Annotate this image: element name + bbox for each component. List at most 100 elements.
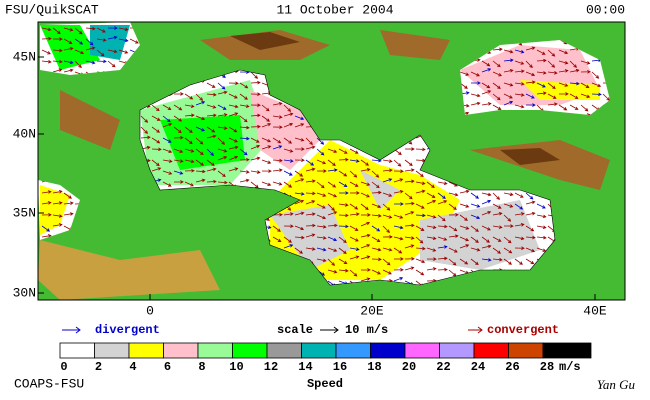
wind-arrow xyxy=(492,212,503,216)
wind-arrow xyxy=(525,80,536,85)
wind-arrow xyxy=(448,192,459,197)
wind-arrow xyxy=(316,169,327,173)
colorbar-tick-label: 10 xyxy=(229,360,243,374)
wind-arrow xyxy=(239,136,250,141)
color-swatch xyxy=(404,342,440,359)
wind-arrow xyxy=(382,178,393,183)
wind-arrow xyxy=(492,225,503,229)
wind-arrow xyxy=(349,148,359,154)
wind-arrow xyxy=(426,257,437,261)
wind-arrow xyxy=(250,113,261,118)
wind-arrow xyxy=(437,181,448,186)
lon-label: 20E xyxy=(360,303,384,318)
wind-arrow xyxy=(382,269,392,275)
wind-arrow xyxy=(217,82,226,90)
wind-arrow xyxy=(525,192,534,200)
wind-arrow xyxy=(481,82,491,89)
date: 11 October 2004 xyxy=(276,2,393,17)
wind-arrow xyxy=(437,224,448,229)
wind-arrow xyxy=(217,156,228,161)
wind-arrow xyxy=(360,233,371,238)
wind-arrow xyxy=(382,258,391,266)
wind-arrow xyxy=(283,148,294,153)
color-swatch xyxy=(335,342,371,359)
wind-arrow xyxy=(470,101,481,106)
wind-arrow xyxy=(525,211,536,216)
wind-arrow xyxy=(514,203,524,210)
wind-arrow xyxy=(371,170,380,178)
wind-arrow xyxy=(338,213,349,218)
wind-arrow xyxy=(85,60,96,65)
wind-arrow xyxy=(536,203,546,209)
arrow-icon xyxy=(62,326,81,334)
wind-arrow xyxy=(173,104,183,111)
wind-arrow xyxy=(217,180,228,185)
wind-arrow xyxy=(470,203,481,208)
wind-arrow xyxy=(316,203,326,209)
wind-arrow xyxy=(74,27,83,35)
colorbar-tick-label: 16 xyxy=(333,360,347,374)
wind-arrow xyxy=(162,122,173,128)
wind-arrow xyxy=(151,115,161,121)
wind-arrow xyxy=(481,225,491,231)
wind-arrow xyxy=(349,255,360,260)
wind-arrow xyxy=(250,71,259,79)
wind-arrow xyxy=(52,27,61,35)
wind-arrow xyxy=(41,49,51,55)
wind-arrow xyxy=(129,38,139,44)
wind-arrow xyxy=(349,236,359,242)
arrow-icon xyxy=(468,326,483,334)
wind-arrow xyxy=(525,60,533,69)
wind-arrow xyxy=(173,159,184,163)
wind-arrow xyxy=(195,169,206,174)
color-swatch xyxy=(473,342,509,359)
wind-arrow xyxy=(415,203,425,209)
wind-arrow xyxy=(184,181,194,187)
wind-arrow xyxy=(514,49,525,54)
wind-arrow xyxy=(206,148,214,156)
map-frame xyxy=(37,21,626,301)
wind-arrow xyxy=(217,90,228,95)
wind-arrow xyxy=(580,82,590,88)
wind-arrow xyxy=(415,225,425,231)
wind-arrow xyxy=(96,38,107,42)
wind-arrow xyxy=(63,68,74,73)
wind-arrow xyxy=(217,170,226,177)
wind-arrow xyxy=(228,93,238,99)
wind-arrow xyxy=(459,244,470,249)
wind-arrow xyxy=(525,93,535,99)
wind-arrow xyxy=(250,124,261,129)
wind-arrow xyxy=(316,225,327,229)
wind-arrow xyxy=(272,181,283,186)
signature: Yan Gu xyxy=(597,377,636,392)
wind-arrow xyxy=(63,192,72,199)
wind-arrow xyxy=(382,192,393,197)
wind-arrow xyxy=(394,202,404,206)
wind-arrow xyxy=(228,155,239,161)
wind-arrow xyxy=(426,199,437,205)
wind-arrow xyxy=(393,257,404,261)
wind-arrow xyxy=(371,214,382,218)
wind-arrow xyxy=(217,137,226,145)
wind-arrow xyxy=(360,221,371,227)
wind-arrow xyxy=(239,104,250,108)
wind-arrow xyxy=(118,27,129,32)
wind-arrow xyxy=(536,214,547,219)
wind-arrow xyxy=(349,159,360,163)
wind-arrow xyxy=(349,203,359,210)
colorbar-tick-label: 14 xyxy=(298,360,312,374)
wind-arrow xyxy=(338,191,349,195)
wind-arrow xyxy=(173,135,184,140)
wind-arrow xyxy=(602,93,610,101)
wind-arrow xyxy=(492,104,502,110)
wind-arrow xyxy=(63,60,74,65)
lat-label: 35N xyxy=(13,205,36,220)
wind-arrow xyxy=(459,258,469,265)
colorbar-tick-label: 28 xyxy=(540,360,554,374)
wind-arrow xyxy=(415,213,426,218)
wind-arrow xyxy=(404,159,413,167)
color-swatch xyxy=(301,342,337,359)
wind-arrow xyxy=(261,104,270,112)
colorbar-tick-label: 20 xyxy=(402,360,416,374)
wind-arrow xyxy=(492,203,502,209)
